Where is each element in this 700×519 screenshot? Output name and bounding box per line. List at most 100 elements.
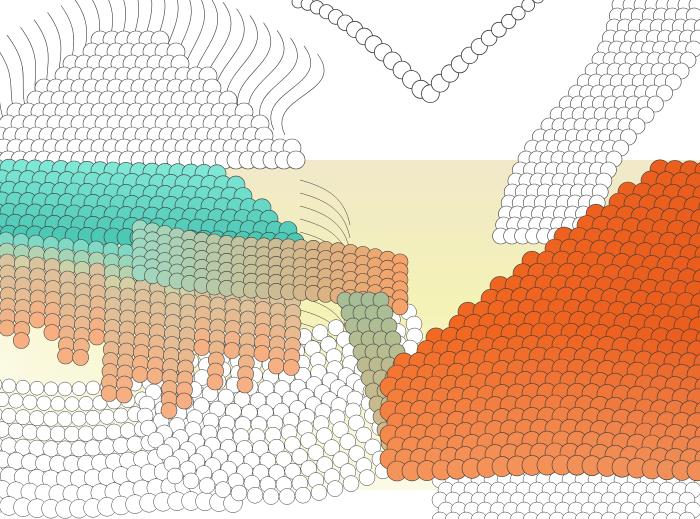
white-scale <box>85 380 101 396</box>
white-scale <box>444 511 462 519</box>
white-scale <box>613 511 631 519</box>
white-scale <box>652 511 670 519</box>
white-scale <box>1 378 17 394</box>
white-scale <box>15 409 31 426</box>
white-scale <box>140 419 157 437</box>
white-scale <box>36 395 52 411</box>
white-scale <box>342 475 360 492</box>
white-scale <box>71 410 87 427</box>
white-scale <box>217 388 235 406</box>
white-scale <box>198 477 216 494</box>
peach-scale <box>175 392 193 410</box>
white-scale <box>664 73 682 91</box>
peach-scale <box>88 328 106 346</box>
white-scale <box>323 439 341 456</box>
white-scale <box>496 511 514 519</box>
comb-line <box>281 53 325 136</box>
comb-line <box>299 192 351 239</box>
white-scale <box>57 411 73 427</box>
white-scale <box>509 511 527 519</box>
white-scale <box>358 469 376 486</box>
white-scale <box>522 511 540 519</box>
peach-scale <box>283 359 300 376</box>
white-scale <box>50 396 66 412</box>
chain-circle <box>511 6 526 21</box>
white-scale <box>99 408 115 425</box>
white-scale <box>300 432 317 449</box>
white-scale <box>457 511 475 519</box>
white-scale <box>637 106 655 124</box>
white-scale <box>22 394 38 410</box>
white-scale <box>327 319 345 336</box>
white-scale <box>626 511 644 519</box>
peach-scale <box>206 373 224 391</box>
white-scale <box>286 150 306 170</box>
white-scale <box>246 487 264 504</box>
white-scale <box>647 95 664 113</box>
peach-scale <box>146 367 164 385</box>
peach-scale <box>160 402 178 419</box>
comb-line <box>270 45 312 131</box>
white-scale <box>561 511 579 519</box>
peach-scale <box>72 349 89 366</box>
white-scale <box>291 448 309 465</box>
peach-scale <box>0 319 16 337</box>
white-scale <box>182 472 200 490</box>
white-scale <box>483 511 501 519</box>
comb-line <box>299 179 351 226</box>
white-scale <box>600 511 618 519</box>
white-scale <box>85 410 101 426</box>
peach-scale <box>115 386 133 404</box>
white-scale <box>284 436 301 453</box>
white-scale <box>311 324 329 341</box>
peach-scale <box>100 385 118 402</box>
white-scale <box>43 410 59 427</box>
white-scale <box>29 410 45 427</box>
bridge-scale <box>391 298 409 316</box>
white-scale <box>628 117 646 135</box>
white-scale <box>639 511 657 519</box>
white-scale <box>230 484 248 502</box>
orange-scale-field <box>379 159 700 482</box>
circle-chain <box>291 0 544 103</box>
white-scale <box>8 393 24 409</box>
white-scale <box>1 408 17 424</box>
comb-line <box>237 22 272 116</box>
white-scale <box>43 381 59 397</box>
white-scale <box>35 425 53 442</box>
chain-circle <box>521 0 535 12</box>
white-scale <box>166 467 184 485</box>
white-scale <box>49 425 67 442</box>
white-scale <box>574 511 592 519</box>
peach-scale <box>253 345 271 362</box>
peach-scale <box>29 311 46 329</box>
white-scale <box>678 511 696 519</box>
white-scale <box>326 480 344 497</box>
white-scale <box>214 481 232 498</box>
white-scale <box>77 425 95 442</box>
peach-scale <box>57 347 74 365</box>
white-scale <box>656 84 673 102</box>
white-scale <box>307 444 325 461</box>
white-scale <box>57 381 73 397</box>
comb-line <box>259 37 298 126</box>
chain-circle <box>491 21 507 38</box>
peach-scale <box>43 324 61 341</box>
white-scale <box>91 424 109 442</box>
white-scale <box>665 511 683 519</box>
chain-circle <box>532 0 544 4</box>
white-scale <box>275 450 293 468</box>
white-scale <box>332 421 349 438</box>
white-scale <box>316 427 333 444</box>
white-scale <box>64 396 80 412</box>
white-scale <box>548 511 566 519</box>
white-scale <box>431 511 449 519</box>
white-scale <box>355 426 373 444</box>
white-scale <box>113 407 129 424</box>
white-scale <box>587 511 605 519</box>
white-scale <box>268 438 285 456</box>
white-scale <box>147 431 165 449</box>
peach-scale <box>236 376 254 394</box>
chain-circle <box>501 13 517 29</box>
